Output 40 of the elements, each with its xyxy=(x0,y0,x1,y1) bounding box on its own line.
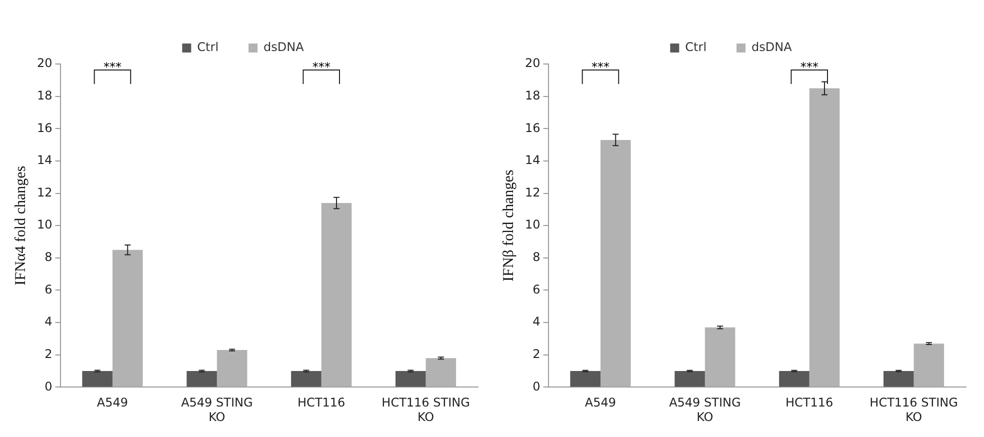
annotation: *** xyxy=(103,60,122,74)
x-tick-label: HCT116 STING KO xyxy=(382,396,470,424)
y-tick-label: 14 xyxy=(524,153,540,168)
y-tick-label: 4 xyxy=(44,314,52,329)
x-tick-label: HCT116 xyxy=(786,396,834,410)
legend-label: dsDNA xyxy=(264,40,305,54)
x-tick-label: HCT116 STING KO xyxy=(870,396,958,424)
y-tick-label: 12 xyxy=(36,185,52,200)
y-tick-label: 0 xyxy=(44,379,52,394)
y-tick-label: 0 xyxy=(532,379,540,394)
x-tick-label: HCT116 xyxy=(298,396,346,410)
y-tick-label: 14 xyxy=(36,153,52,168)
y-tick-label: 20 xyxy=(524,56,540,70)
y-tick-label: 16 xyxy=(524,120,540,135)
y-tick-label: 2 xyxy=(532,347,540,362)
y-tick-label: 20 xyxy=(36,56,52,70)
y-axis-title: IFNα4 fold changes xyxy=(12,166,29,286)
legend-label: Ctrl xyxy=(685,40,707,54)
x-tick-label: A549 xyxy=(584,396,616,410)
x-tick-label: A549 xyxy=(96,396,128,410)
y-tick-label: 12 xyxy=(524,185,540,200)
y-tick-label: 18 xyxy=(36,88,52,102)
annotation: *** xyxy=(800,60,818,74)
x-tick-label: A549 STING KO xyxy=(669,396,741,424)
y-tick-label: 16 xyxy=(36,120,52,135)
legend-label: Ctrl xyxy=(197,40,219,54)
y-tick-label: 8 xyxy=(532,250,540,264)
y-tick-label: 2 xyxy=(44,347,52,362)
y-tick-label: 6 xyxy=(532,282,540,296)
legend-label: dsDNA xyxy=(752,40,793,54)
y-tick-label: 8 xyxy=(44,250,52,264)
y-tick-label: 18 xyxy=(524,88,540,102)
y-tick-label: 10 xyxy=(36,218,52,232)
y-axis-title: IFNβ fold changes xyxy=(500,170,517,282)
y-tick-label: 4 xyxy=(532,314,540,329)
annotation: *** xyxy=(591,60,610,74)
x-tick-label: A549 STING KO xyxy=(181,396,253,424)
annotation: *** xyxy=(312,60,330,74)
y-tick-label: 10 xyxy=(524,218,540,232)
y-tick-label: 6 xyxy=(44,282,52,296)
